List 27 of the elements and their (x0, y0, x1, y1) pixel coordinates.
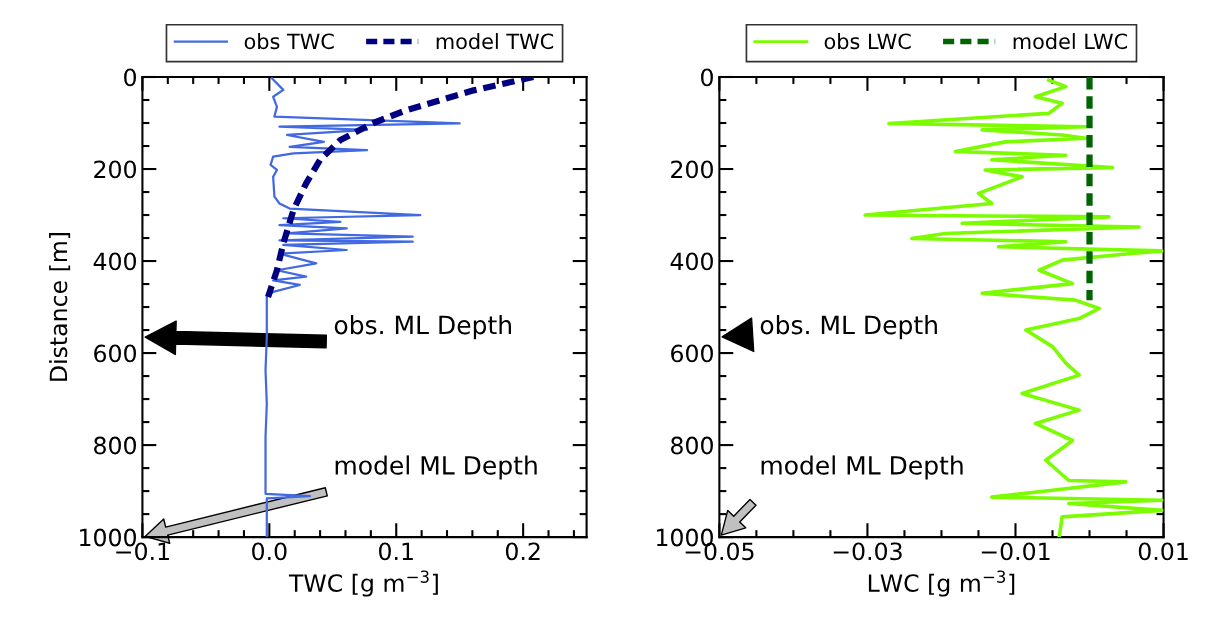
y-tick-label: 0 (124, 68, 136, 87)
x-tick-label: −0.03 (833, 542, 902, 561)
annotation: model ML Depth (335, 455, 537, 480)
legend-label: obs TWC (244, 33, 334, 50)
y-tick-label: 200 (94, 160, 136, 179)
y-tick-label: 200 (671, 160, 713, 179)
y-tick-label: 600 (671, 344, 713, 363)
y-tick-label: 800 (671, 436, 713, 455)
y-axis-title: Distance [m] (49, 233, 71, 381)
x-axis-title: LWC [g m$^{−3}$] (868, 570, 1015, 597)
x-tick-label: 0.01 (1138, 542, 1188, 561)
legend-label: model LWC (1013, 33, 1128, 50)
y-tick-label: 600 (94, 344, 136, 363)
x-tick-label: 0.2 (505, 542, 540, 561)
y-tick-label: 400 (93, 252, 136, 271)
annotation: obs. ML Depth (760, 315, 937, 340)
legend-label: model TWC (436, 33, 554, 50)
x-tick-label: −0.01 (981, 542, 1050, 561)
y-tick-label: 0 (701, 68, 713, 87)
y-tick-label: 400 (670, 252, 713, 271)
x-tick-label: 0.0 (252, 542, 287, 561)
legend-label: obs LWC (824, 33, 911, 50)
x-tick-label: 0.1 (379, 542, 413, 561)
y-tick-label: 800 (94, 436, 136, 455)
annotation: obs. ML Depth (334, 315, 511, 340)
x-axis-title: TWC [g m$^{−3}$] (288, 570, 438, 597)
annotation: model ML Depth (761, 455, 963, 480)
